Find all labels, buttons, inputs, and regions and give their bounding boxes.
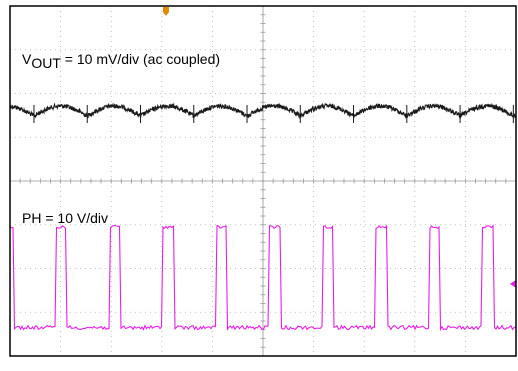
trigger-position-marker [163,7,169,16]
vout-scale-label: VOUT = 10 mV/div (ac coupled) [22,52,220,70]
ph-scale-label: PH = 10 V/div [22,210,108,226]
grid [10,6,516,356]
trigger-level-marker [510,279,516,288]
vout-label-sub: OUT [31,55,61,71]
vout-ripple-trace [9,102,517,120]
ph-switch-trace [9,223,516,332]
markers [163,7,516,288]
traces [9,102,517,332]
vout-label-main: V [22,51,32,67]
vout-label-rest: = 10 mV/div (ac coupled) [60,51,221,67]
plot-frame [9,5,517,357]
